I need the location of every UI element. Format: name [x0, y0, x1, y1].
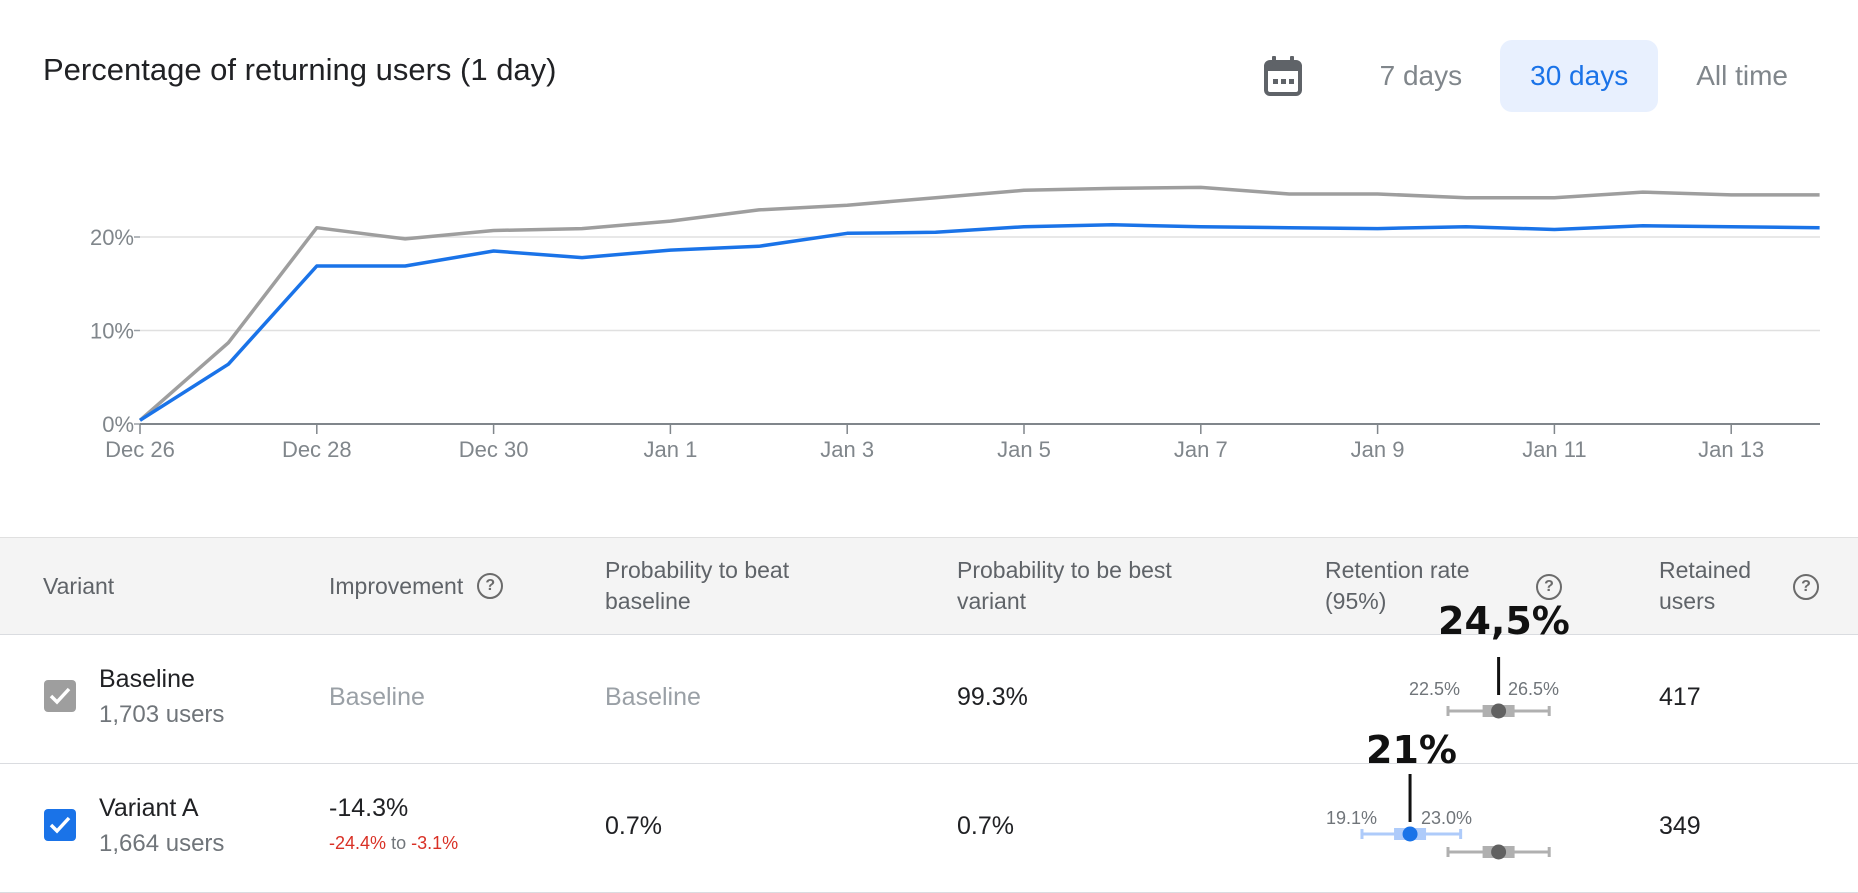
header-retained-line2: users — [1659, 588, 1716, 614]
y-tick-label: 10% — [90, 319, 134, 344]
checkmark-icon — [49, 816, 71, 834]
improvement-range-low: -24.4% — [329, 833, 387, 853]
handwritten-annotation: 24,5% — [1438, 599, 1570, 643]
header-improvement-label: Improvement — [329, 572, 464, 599]
x-tick-label: Dec 26 — [105, 437, 175, 462]
header-prob-best: Probability to be best variant — [957, 538, 1172, 634]
prob-best-value: 0.7% — [957, 812, 1014, 840]
header-variant: Variant — [43, 538, 114, 634]
ci-mean-dot — [1491, 844, 1507, 860]
x-tick-label: Jan 5 — [997, 437, 1051, 462]
improvement-range: -24.4% to -3.1% — [329, 833, 458, 854]
ci-high-label: 23.0% — [1421, 808, 1473, 828]
improvement-value: -14.3% — [329, 794, 409, 822]
ci-mean-dot — [1402, 826, 1418, 842]
y-tick-label: 0% — [102, 412, 134, 437]
range-7-days-button[interactable]: 7 days — [1379, 60, 1463, 91]
returning-users-line-chart: 0% 10% 20% Dec 26 Dec 28 Dec 30 Jan 1 Jan 3 Jan … — [90, 185, 1820, 462]
help-icon[interactable]: ? — [477, 573, 504, 599]
range-all-time-button[interactable]: All time — [1696, 60, 1788, 91]
header-prob-best-line2: variant — [957, 588, 1027, 614]
header-retention-line1: Retention rate — [1325, 557, 1470, 583]
variant-a-checkbox[interactable] — [44, 809, 76, 841]
improvement-range-to: to — [391, 833, 407, 853]
ci-mean-dot — [1491, 703, 1507, 719]
header-retention: Retention rate (95%) — [1325, 538, 1469, 634]
x-tick-label: Jan 3 — [820, 437, 874, 462]
variant-user-count: 1,664 users — [99, 830, 225, 857]
header-retained: Retained users — [1659, 538, 1751, 634]
header-prob-beat-line2: baseline — [605, 588, 691, 614]
handwritten-annotation: 21% — [1366, 728, 1457, 772]
table-row-baseline: Baseline 1,703 users Baseline Baseline 9… — [0, 599, 1858, 764]
variant-user-count: 1,703 users — [99, 701, 225, 728]
x-tick-label: Dec 30 — [459, 437, 529, 462]
header-improvement: Improvement ? — [329, 538, 504, 634]
help-icon[interactable]: ? — [1536, 574, 1562, 600]
header-prob-best-line1: Probability to be best — [957, 557, 1172, 583]
chart-title: Percentage of returning users (1 day) — [43, 52, 557, 87]
header-retention-line2: (95%) — [1325, 588, 1387, 614]
table-header: Variant Improvement ? Probability to bea… — [0, 537, 1858, 635]
x-tick-label: Jan 13 — [1698, 437, 1764, 462]
baseline-series-line — [138, 185, 1820, 422]
header-prob-beat: Probability to beat baseline — [605, 538, 789, 634]
table-row-variant-a: Variant A 1,664 users -14.3% -24.4% to -… — [0, 728, 1858, 893]
prob-best-value: 99.3% — [957, 683, 1028, 711]
range-30-days-button[interactable]: 30 days — [1500, 40, 1659, 112]
checkmark-icon — [49, 687, 71, 705]
retained-users-value: 349 — [1659, 812, 1701, 840]
ci-high-label: 26.5% — [1508, 679, 1560, 699]
x-tick-label: Jan 7 — [1174, 437, 1228, 462]
prob-beat-value: Baseline — [605, 683, 701, 711]
retention-interval-plot — [1360, 774, 1551, 860]
variant-a-series-line — [139, 223, 1820, 422]
header-prob-beat-line1: Probability to beat — [605, 557, 790, 583]
ci-low-label: 22.5% — [1409, 679, 1461, 699]
x-tick-label: Jan 9 — [1351, 437, 1405, 462]
header-variant-label: Variant — [43, 572, 115, 599]
x-tick-label: Dec 28 — [282, 437, 352, 462]
retained-users-value: 417 — [1659, 683, 1701, 711]
variants-table: Variant Improvement ? Probability to bea… — [0, 537, 1858, 893]
retention-interval-plot — [1446, 657, 1551, 719]
improvement-range-high: -3.1% — [411, 833, 459, 853]
prob-beat-value: 0.7% — [605, 812, 662, 840]
baseline-checkbox[interactable] — [44, 680, 76, 712]
variant-name: Baseline — [99, 665, 195, 693]
x-tick-label: Jan 1 — [643, 437, 697, 462]
improvement-value: Baseline — [329, 683, 425, 711]
header-retained-line1: Retained — [1659, 557, 1752, 583]
help-icon[interactable]: ? — [1793, 574, 1819, 600]
date-range-selector: 7 days 30 days All time — [1262, 40, 1818, 112]
calendar-icon[interactable] — [1262, 54, 1304, 98]
ci-low-label: 19.1% — [1326, 808, 1378, 828]
variant-name: Variant A — [99, 794, 199, 822]
x-tick-label: Jan 11 — [1522, 437, 1586, 462]
y-tick-label: 20% — [90, 225, 134, 250]
